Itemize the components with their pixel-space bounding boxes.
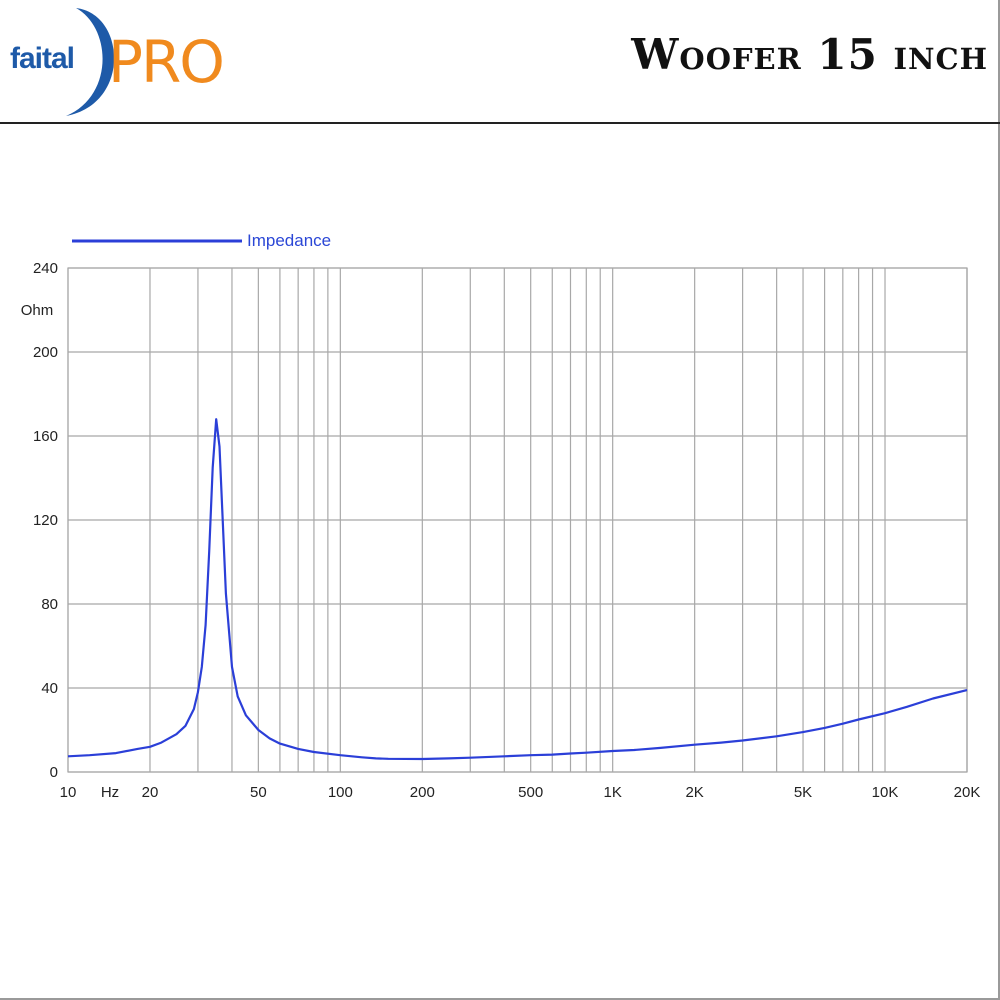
x-tick-label: 500 [518, 784, 543, 801]
brand-name-faital: faital [10, 42, 75, 75]
y-axis-unit: Ohm [21, 302, 54, 319]
y-tick-label: 40 [41, 680, 58, 697]
y-tick-label: 200 [33, 344, 58, 361]
brand-logo: faital PRO [6, 4, 225, 118]
y-tick-label: 120 [33, 512, 58, 529]
x-tick-label: 200 [410, 784, 435, 801]
legend-label: Impedance [247, 231, 331, 250]
x-tick-label: 2K [685, 784, 703, 801]
brand-name-pro: PRO [108, 28, 225, 96]
y-tick-label: 0 [50, 764, 58, 781]
x-tick-label: 10K [872, 784, 899, 801]
x-tick-labels: 10 20 50 100 200 500 1K 2K 5K 10K 20K [60, 784, 981, 801]
brand-swoosh-icon [66, 8, 115, 116]
x-axis-unit: Hz [101, 784, 119, 801]
x-tick-label: 20 [142, 784, 159, 801]
y-tick-label: 240 [33, 260, 58, 277]
y-tick-label: 160 [33, 428, 58, 445]
impedance-curve [67, 418, 968, 761]
x-tick-label: 100 [328, 784, 353, 801]
x-tick-label: 10 [60, 784, 77, 801]
chart-grid [67, 267, 968, 773]
x-tick-label: 50 [250, 784, 267, 801]
header: faital PRO Woofer 15 inch [0, 0, 1000, 124]
x-tick-label: 5K [794, 784, 812, 801]
page-title: Woofer 15 inch [631, 30, 988, 79]
y-tick-label: 80 [41, 596, 58, 613]
x-tick-label: 20K [954, 784, 981, 801]
y-tick-labels: 0 40 80 120 160 200 240 [33, 260, 58, 781]
x-tick-label: 1K [603, 784, 621, 801]
